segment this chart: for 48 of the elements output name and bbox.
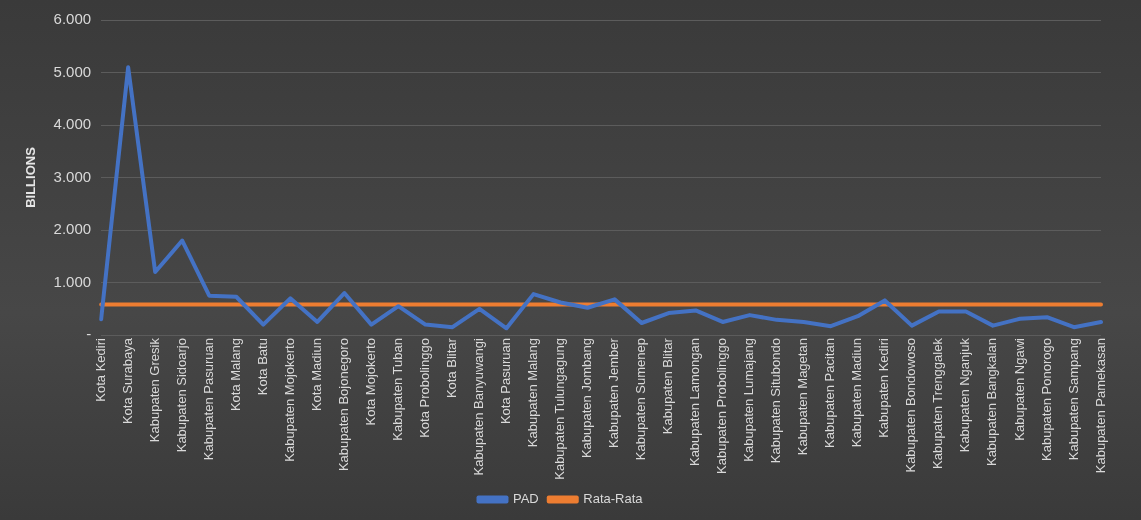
y-axis-title: BILLIONS xyxy=(23,146,39,208)
x-tick-label: Kota Surabaya xyxy=(119,337,135,425)
x-tick-label: Kabupaten Sidoarjo xyxy=(173,338,189,453)
x-tick-label: Kota Mojokerto xyxy=(362,338,378,426)
y-tick-label: 4.000 xyxy=(53,115,92,133)
x-tick-label: Kabupaten Bojonegoro xyxy=(335,338,351,472)
x-tick-label: Kabupaten Situbondo xyxy=(768,338,784,464)
x-tick-label: Kabupaten Malang xyxy=(525,338,541,448)
x-tick-label: Kabupaten Pasuruan xyxy=(200,338,216,461)
x-tick-label: Kabupaten Mojokerto xyxy=(281,338,297,462)
x-tick-label: Kabupaten Blitar xyxy=(660,337,676,435)
x-tick-label: Kabupaten Banyuwangi xyxy=(471,337,487,476)
legend-label: PAD xyxy=(512,491,539,507)
x-tick-label: Kota Probolinggo xyxy=(416,338,432,438)
x-tick-label: Kabupaten Sumenep xyxy=(633,338,649,461)
y-tick-label: 5.000 xyxy=(53,62,92,80)
x-tick-label: Kabupaten Madiun xyxy=(849,338,865,448)
x-tick-label: Kabupaten Trenggalek xyxy=(930,337,946,469)
x-tick-label: Kabupaten Tulungagung xyxy=(552,338,568,480)
x-tick-label: Kabupaten Kediri xyxy=(876,337,892,438)
x-tick-label: Kabupaten Probolinggo xyxy=(714,338,730,474)
x-tick-label: Kabupaten Bangkalan xyxy=(984,338,1000,467)
x-tick-label: Kota Batu xyxy=(254,338,270,396)
x-tick-label: Kabupaten Tuban xyxy=(389,338,405,441)
x-tick-label: Kabupaten Pamekasan xyxy=(1092,338,1108,474)
y-tick-label: - xyxy=(86,325,92,343)
x-tick-label: Kabupaten Jember xyxy=(606,337,622,448)
y-tick-label: 1.000 xyxy=(53,272,92,290)
y-tick-label: 3.000 xyxy=(53,167,92,185)
y-tick-label: 6.000 xyxy=(53,10,92,28)
x-tick-label: Kabupaten Lumajang xyxy=(741,338,757,462)
legend-label: Rata-Rata xyxy=(583,491,644,507)
x-tick-label: Kabupaten Sampang xyxy=(1065,338,1081,461)
x-tick-label: Kabupaten Magetan xyxy=(795,338,811,456)
x-tick-label: Kabupaten Nganjuk xyxy=(957,337,973,453)
x-tick-label: Kota Kediri xyxy=(92,337,108,402)
x-tick-label: Kabupaten Bondowoso xyxy=(903,338,919,473)
y-tick-label: 2.000 xyxy=(53,220,92,238)
x-tick-label: Kota Malang xyxy=(227,338,243,412)
x-tick-label: Kota Madiun xyxy=(308,338,324,412)
x-tick-label: Kabupaten Ponorogo xyxy=(1038,338,1054,461)
x-tick-label: Kabupaten Gresik xyxy=(146,337,162,443)
x-tick-label: Kabupaten Ngawi xyxy=(1011,337,1027,441)
x-tick-label: Kota Blitar xyxy=(444,337,460,399)
x-tick-label: Kabupaten Lamongan xyxy=(687,338,703,467)
x-tick-label: Kabupaten Pacitan xyxy=(822,338,838,448)
x-tick-label: Kota Pasuruan xyxy=(498,338,514,425)
x-tick-label: Kabupaten Jombang xyxy=(579,338,595,459)
